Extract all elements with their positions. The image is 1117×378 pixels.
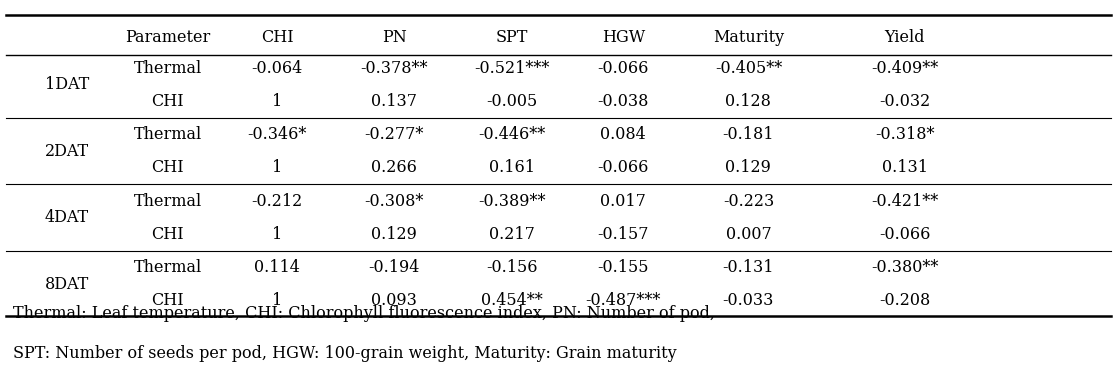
Text: SPT: Number of seeds per pod, HGW: 100-grain weight, Maturity: Grain maturity: SPT: Number of seeds per pod, HGW: 100-g… bbox=[13, 345, 677, 362]
Text: 0.454**: 0.454** bbox=[480, 293, 543, 309]
Text: 0.129: 0.129 bbox=[371, 226, 418, 243]
Text: CHI: CHI bbox=[151, 293, 184, 309]
Text: CHI: CHI bbox=[151, 226, 184, 243]
Text: -0.194: -0.194 bbox=[369, 259, 420, 276]
Text: Thermal: Thermal bbox=[133, 259, 202, 276]
Text: -0.378**: -0.378** bbox=[361, 60, 428, 76]
Text: 1: 1 bbox=[271, 293, 283, 309]
Text: -0.212: -0.212 bbox=[251, 193, 303, 209]
Text: -0.131: -0.131 bbox=[723, 259, 774, 276]
Text: -0.038: -0.038 bbox=[598, 93, 649, 110]
Text: CHI: CHI bbox=[151, 160, 184, 176]
Text: -0.208: -0.208 bbox=[879, 293, 930, 309]
Text: -0.318*: -0.318* bbox=[875, 126, 935, 143]
Text: -0.346*: -0.346* bbox=[247, 126, 307, 143]
Text: -0.277*: -0.277* bbox=[364, 126, 424, 143]
Text: 0.093: 0.093 bbox=[371, 293, 418, 309]
Text: Thermal: Thermal bbox=[133, 193, 202, 209]
Text: -0.446**: -0.446** bbox=[478, 126, 545, 143]
Text: -0.032: -0.032 bbox=[879, 93, 930, 110]
Text: 1: 1 bbox=[271, 93, 283, 110]
Text: -0.005: -0.005 bbox=[486, 93, 537, 110]
Text: PN: PN bbox=[382, 29, 407, 46]
Text: SPT: SPT bbox=[496, 29, 527, 46]
Text: -0.066: -0.066 bbox=[879, 226, 930, 243]
Text: 4DAT: 4DAT bbox=[45, 209, 89, 226]
Text: 1DAT: 1DAT bbox=[45, 76, 89, 93]
Text: -0.409**: -0.409** bbox=[871, 60, 938, 76]
Text: 0.137: 0.137 bbox=[371, 93, 418, 110]
Text: -0.308*: -0.308* bbox=[364, 193, 424, 209]
Text: -0.405**: -0.405** bbox=[715, 60, 782, 76]
Text: -0.421**: -0.421** bbox=[871, 193, 938, 209]
Text: HGW: HGW bbox=[602, 29, 645, 46]
Text: -0.487***: -0.487*** bbox=[585, 293, 661, 309]
Text: Thermal: Leaf temperature, CHI: Chlorophyll fluorescence index, PN: Number of po: Thermal: Leaf temperature, CHI: Chloroph… bbox=[13, 305, 715, 322]
Text: -0.066: -0.066 bbox=[598, 160, 649, 176]
Text: 1: 1 bbox=[271, 160, 283, 176]
Text: -0.380**: -0.380** bbox=[871, 259, 938, 276]
Text: Maturity: Maturity bbox=[713, 29, 784, 46]
Text: Thermal: Thermal bbox=[133, 60, 202, 76]
Text: 0.161: 0.161 bbox=[488, 160, 535, 176]
Text: Yield: Yield bbox=[885, 29, 925, 46]
Text: 1: 1 bbox=[271, 226, 283, 243]
Text: 0.114: 0.114 bbox=[254, 259, 300, 276]
Text: 0.084: 0.084 bbox=[601, 126, 646, 143]
Text: 0.217: 0.217 bbox=[488, 226, 535, 243]
Text: 0.128: 0.128 bbox=[725, 93, 772, 110]
Text: 8DAT: 8DAT bbox=[45, 276, 89, 293]
Text: -0.033: -0.033 bbox=[723, 293, 774, 309]
Text: CHI: CHI bbox=[151, 93, 184, 110]
Text: 0.017: 0.017 bbox=[600, 193, 647, 209]
Text: Thermal: Thermal bbox=[133, 126, 202, 143]
Text: 0.007: 0.007 bbox=[726, 226, 771, 243]
Text: -0.521***: -0.521*** bbox=[474, 60, 550, 76]
Text: 0.129: 0.129 bbox=[725, 160, 772, 176]
Text: -0.066: -0.066 bbox=[598, 60, 649, 76]
Text: -0.064: -0.064 bbox=[251, 60, 303, 76]
Text: -0.181: -0.181 bbox=[723, 126, 774, 143]
Text: -0.223: -0.223 bbox=[723, 193, 774, 209]
Text: -0.157: -0.157 bbox=[598, 226, 649, 243]
Text: 0.131: 0.131 bbox=[881, 160, 928, 176]
Text: CHI: CHI bbox=[260, 29, 294, 46]
Text: -0.389**: -0.389** bbox=[478, 193, 545, 209]
Text: -0.155: -0.155 bbox=[598, 259, 649, 276]
Text: Parameter: Parameter bbox=[125, 29, 210, 46]
Text: 0.266: 0.266 bbox=[371, 160, 418, 176]
Text: -0.156: -0.156 bbox=[486, 259, 537, 276]
Text: 2DAT: 2DAT bbox=[45, 143, 89, 160]
